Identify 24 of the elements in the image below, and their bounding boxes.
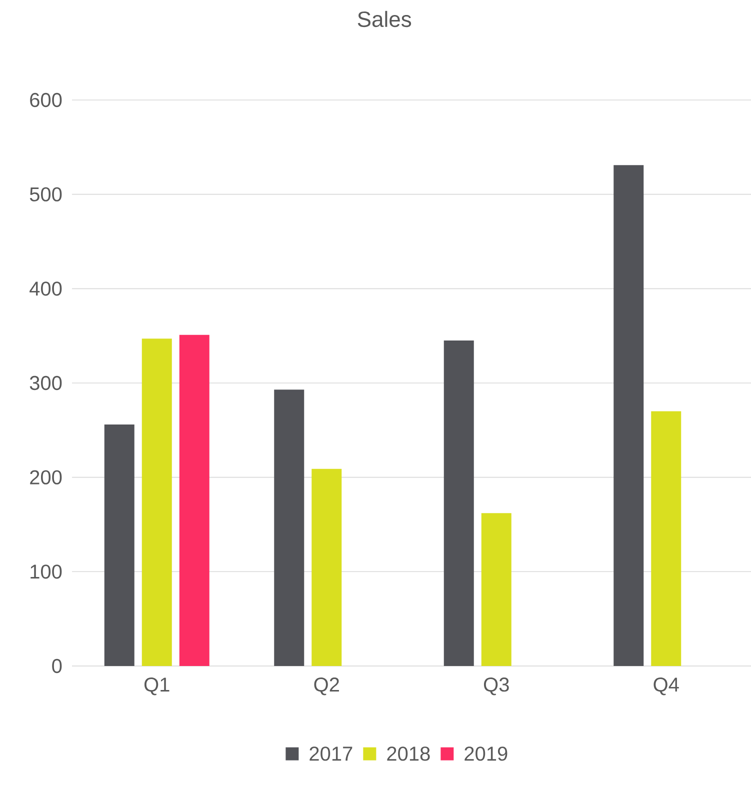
bar	[104, 424, 134, 666]
x-tick-label: Q3	[484, 678, 509, 696]
x-tick-label: Q4	[654, 678, 679, 696]
bar	[179, 334, 210, 666]
chart-title: Sales	[358, 10, 412, 28]
bar	[614, 165, 644, 666]
y-tick-label: 200	[30, 470, 62, 484]
legend-label: 2018	[387, 746, 430, 761]
y-tick-label: 500	[30, 187, 62, 202]
bar	[481, 513, 512, 666]
bar	[142, 338, 172, 666]
x-tick-label: Q1	[144, 678, 170, 696]
x-tick-label: Q2	[314, 678, 339, 696]
y-tick-label: 600	[30, 92, 62, 108]
y-tick-label: 0	[52, 658, 62, 674]
bar	[274, 390, 304, 666]
y-tick-label: 100	[30, 564, 62, 579]
legend-label: 2017	[310, 746, 352, 761]
y-tick-label: 300	[30, 376, 62, 390]
legend-label: 2019	[464, 746, 508, 761]
bar	[444, 340, 474, 666]
bar	[312, 468, 342, 666]
y-tick-label: 400	[30, 282, 62, 296]
bar	[651, 411, 682, 666]
